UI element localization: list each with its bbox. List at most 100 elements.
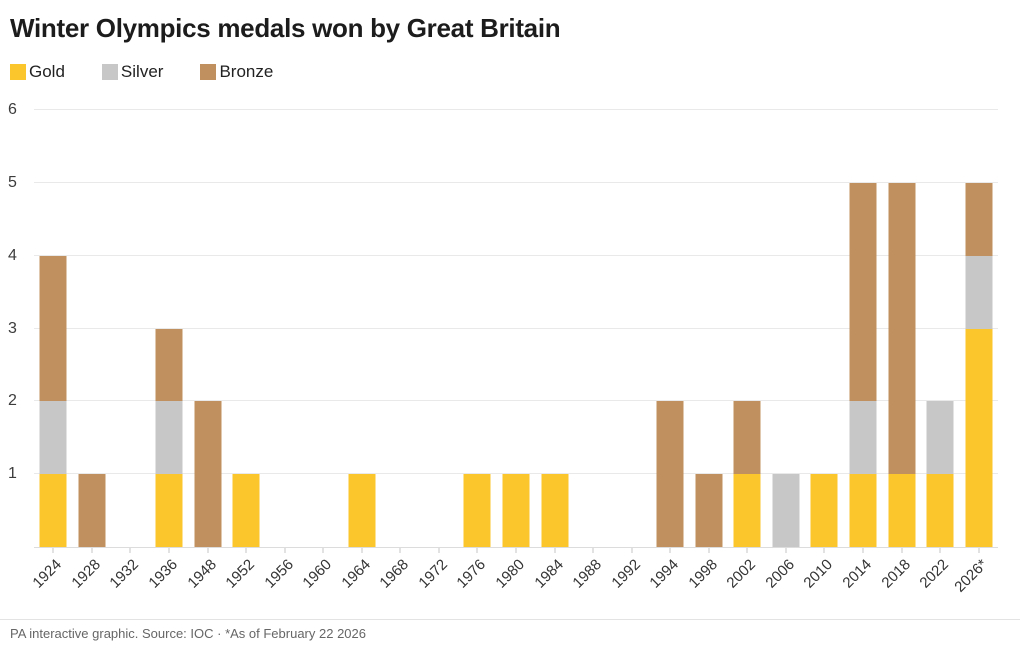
- gridline-y2: [34, 400, 998, 402]
- bar-segment-bronze: [155, 328, 183, 402]
- legend-item-bronze: Bronze: [200, 62, 273, 82]
- legend-label-silver: Silver: [120, 62, 164, 81]
- bar-1936[interactable]: [155, 110, 183, 547]
- bar-segment-gold: [888, 474, 916, 547]
- footer-divider: [0, 619, 1020, 620]
- bar-segment-bronze: [849, 182, 877, 402]
- x-axis-label-text: 1924: [29, 556, 66, 592]
- x-axis-tick: [631, 548, 633, 553]
- bar-1964[interactable]: [348, 110, 376, 547]
- x-axis-tick: [939, 548, 941, 553]
- bar-2022[interactable]: [926, 110, 954, 547]
- bar-segment-gold: [810, 474, 838, 547]
- x-axis-tick: [901, 548, 903, 553]
- bar-1994[interactable]: [656, 110, 684, 547]
- legend-item-silver: Silver: [101, 62, 164, 82]
- bar-segment-gold: [39, 474, 67, 547]
- gridline-y3: [34, 327, 998, 329]
- bar-segment-bronze: [695, 474, 723, 547]
- x-axis-tick: [746, 548, 748, 553]
- source-note: PA interactive graphic. Source: IOC · *A…: [10, 626, 366, 641]
- x-axis-tick: [245, 548, 247, 553]
- bar-segment-gold: [232, 474, 260, 547]
- bar-segment-gold: [965, 328, 993, 547]
- x-axis-tick: [168, 548, 170, 553]
- x-axis-tick: [515, 548, 517, 553]
- x-axis-tick: [284, 548, 286, 553]
- x-axis-tick: [554, 548, 556, 553]
- plot-area: 1 2 3 4 5 6 1924 1928 1932 1936 1948 1952 1956 1960 19…: [8, 101, 998, 596]
- bar-1960[interactable]: [310, 110, 337, 547]
- bar-segment-bronze: [888, 182, 916, 475]
- legend: Gold Silver Bronze: [10, 62, 273, 82]
- bar-1972[interactable]: [425, 110, 452, 547]
- bar-segment-silver: [155, 401, 183, 475]
- gridline-y6: [34, 109, 998, 110]
- bar-segment-gold: [348, 474, 376, 547]
- x-axis-tick: [862, 548, 864, 553]
- x-axis-tick: [785, 548, 787, 553]
- x-axis-tick: [476, 548, 478, 553]
- y-axis-label-1: 1: [8, 465, 17, 483]
- bar-segment-bronze: [965, 182, 993, 256]
- x-axis-tick: [129, 548, 131, 553]
- bar-2006[interactable]: [772, 110, 800, 547]
- bar-segment-gold: [502, 474, 530, 547]
- x-axis-tick: [207, 548, 209, 553]
- bar-segment-bronze: [656, 401, 684, 547]
- bar-1956[interactable]: [271, 110, 298, 547]
- legend-label-bronze: Bronze: [219, 62, 274, 81]
- bar-segment-gold: [926, 474, 954, 547]
- bar-1948[interactable]: [194, 110, 222, 547]
- chart-title: Winter Olympics medals won by Great Brit…: [10, 13, 561, 43]
- bar-1924[interactable]: [39, 110, 67, 547]
- x-axis-tick: [978, 548, 980, 553]
- bar-1952[interactable]: [232, 110, 260, 547]
- bar-segment-gold: [463, 474, 491, 547]
- silver-swatch-icon: [101, 64, 118, 80]
- bar-2002[interactable]: [733, 110, 761, 547]
- bar-1992[interactable]: [618, 110, 645, 547]
- x-axis-tick: [399, 548, 401, 553]
- bar-segment-silver: [772, 474, 800, 547]
- bar-1928[interactable]: [78, 110, 106, 547]
- bar-1976[interactable]: [463, 110, 491, 547]
- gridline-y5: [34, 181, 998, 183]
- x-axis-line: [34, 547, 998, 548]
- legend-item-gold: Gold: [10, 62, 65, 82]
- x-axis-tick: [438, 548, 440, 553]
- x-axis-label-2026: 2026*: [951, 556, 1018, 596]
- bar-1968[interactable]: [387, 110, 414, 547]
- bar-segment-bronze: [733, 401, 761, 475]
- bar-segment-silver: [926, 401, 954, 475]
- bar-1932[interactable]: [117, 110, 144, 547]
- legend-label-gold: Gold: [29, 62, 65, 81]
- x-axis-tick: [361, 548, 363, 553]
- x-axis-tick: [91, 548, 93, 553]
- bar-segment-gold: [541, 474, 569, 547]
- y-axis-label-3: 3: [8, 319, 17, 337]
- x-axis-tick: [52, 548, 54, 553]
- bar-segment-silver: [39, 401, 67, 475]
- bar-2010[interactable]: [810, 110, 838, 547]
- bar-segment-bronze: [78, 474, 106, 547]
- y-axis-label-2: 2: [8, 392, 17, 410]
- y-axis-label-6: 6: [8, 101, 17, 118]
- x-axis-tick: [669, 548, 671, 553]
- bar-1980[interactable]: [502, 110, 530, 547]
- bar-segment-bronze: [39, 255, 67, 402]
- bar-1998[interactable]: [695, 110, 723, 547]
- bar-1984[interactable]: [541, 110, 569, 547]
- bar-1988[interactable]: [580, 110, 607, 547]
- y-axis-label-5: 5: [8, 173, 17, 191]
- bar-segment-silver: [849, 401, 877, 475]
- x-axis-tick: [708, 548, 710, 553]
- bar-segment-gold: [733, 474, 761, 547]
- gridline-y1: [34, 473, 998, 475]
- bar-2014[interactable]: [849, 110, 877, 547]
- gridline-y4: [34, 254, 998, 256]
- bar-2026[interactable]: [965, 110, 993, 547]
- y-axis-label-4: 4: [8, 246, 17, 264]
- bar-2018[interactable]: [888, 110, 916, 547]
